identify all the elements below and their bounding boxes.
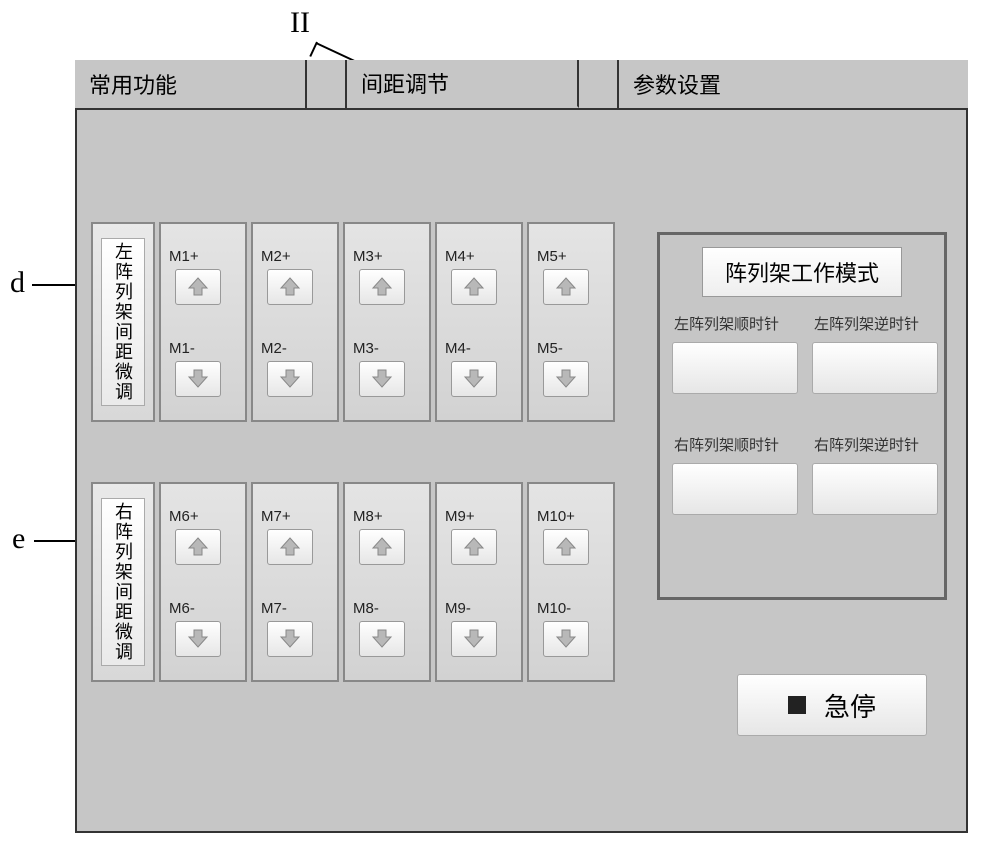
left-array-label: 左阵列架间距微调 [101,238,145,406]
left-motor-1-plus-label: M1+ [165,248,199,265]
right-motor-5-minus-label: M10- [533,600,571,617]
tab-common[interactable]: 常用功能 [75,60,307,108]
left-motor-1-minus-label: M1- [165,340,195,357]
right-motor-1-down-button[interactable] [175,621,221,657]
tab-spacer [579,60,619,108]
left-motor-1-up-button[interactable] [175,269,221,305]
main-panel: 常用功能 间距调节 参数设置 左阵列架间距微调 M1+M1-M2+M2-M3+M… [75,60,968,833]
right-motor-col-4: M9+ M9- [435,482,523,682]
right-motor-4-minus-label: M9- [441,600,471,617]
arrow-up-icon [555,275,577,298]
arrow-down-icon [555,627,577,650]
left-motor-4-down-button[interactable] [451,361,497,397]
annotation-two: II [290,6,310,40]
annotation-e: e [12,522,25,556]
left-motor-3-minus-label: M3- [349,340,379,357]
arrow-down-icon [279,367,301,390]
right-motor-2-minus-label: M7- [257,600,287,617]
arrow-up-icon [371,535,393,558]
arrow-down-icon [187,367,209,390]
left-motor-4-up-button[interactable] [451,269,497,305]
tab-params[interactable]: 参数设置 [619,60,968,108]
mode-left-cw-label: 左阵列架顺时针 [672,313,798,334]
arrow-down-icon [463,367,485,390]
left-motor-2-up-button[interactable] [267,269,313,305]
arrow-up-icon [371,275,393,298]
left-motor-5-minus-label: M5- [533,340,563,357]
left-motor-2-minus-label: M2- [257,340,287,357]
stop-icon [788,696,806,714]
left-motor-5-plus-label: M5+ [533,248,567,265]
right-motor-3-plus-label: M8+ [349,508,383,525]
right-motor-2-down-button[interactable] [267,621,313,657]
right-motor-col-2: M7+ M7- [251,482,339,682]
emergency-stop-button[interactable]: 急停 [737,674,927,736]
left-motor-2-plus-label: M2+ [257,248,291,265]
right-motor-col-5: M10+ M10- [527,482,615,682]
mode-right-ccw-button[interactable] [812,463,938,515]
arrow-down-icon [463,627,485,650]
mode-right-cw-button[interactable] [672,463,798,515]
tab-spacing[interactable]: 间距调节 [347,60,579,108]
emergency-stop-label: 急停 [824,687,876,724]
left-motor-4-minus-label: M4- [441,340,471,357]
right-motor-5-plus-label: M10+ [533,508,575,525]
right-motor-5-up-button[interactable] [543,529,589,565]
mode-left-cw-button[interactable] [672,342,798,394]
annotation-d: d [10,266,25,300]
mode-panel: 阵列架工作模式 左阵列架顺时针 左阵列架逆时针 右阵列架顺时针 右阵列架逆时针 [657,232,947,600]
right-motor-3-down-button[interactable] [359,621,405,657]
right-motor-1-plus-label: M6+ [165,508,199,525]
left-motor-1-down-button[interactable] [175,361,221,397]
mode-left-ccw-button[interactable] [812,342,938,394]
right-motor-5-down-button[interactable] [543,621,589,657]
arrow-up-icon [463,275,485,298]
right-motor-4-up-button[interactable] [451,529,497,565]
arrow-up-icon [187,275,209,298]
left-motor-col-4: M4+ M4- [435,222,523,422]
arrow-down-icon [371,367,393,390]
left-array-label-box: 左阵列架间距微调 [91,222,155,422]
right-motor-3-minus-label: M8- [349,600,379,617]
left-motor-3-down-button[interactable] [359,361,405,397]
left-motor-3-plus-label: M3+ [349,248,383,265]
arrow-down-icon [279,627,301,650]
right-motor-col-1: M6+ M6- [159,482,247,682]
arrow-up-icon [463,535,485,558]
right-motor-3-up-button[interactable] [359,529,405,565]
mode-right-cw-label: 右阵列架顺时针 [672,434,798,455]
right-motor-4-down-button[interactable] [451,621,497,657]
left-motor-5-down-button[interactable] [543,361,589,397]
right-motor-2-plus-label: M7+ [257,508,291,525]
arrow-up-icon [555,535,577,558]
right-array-section: 右阵列架间距微调 M6+M6-M7+M7-M8+M8-M9+M9-M10+M10… [91,482,621,682]
right-motor-1-minus-label: M6- [165,600,195,617]
arrow-down-icon [371,627,393,650]
left-motor-4-plus-label: M4+ [441,248,475,265]
right-array-label: 右阵列架间距微调 [101,498,145,666]
arrow-up-icon [187,535,209,558]
right-motor-1-up-button[interactable] [175,529,221,565]
right-array-label-box: 右阵列架间距微调 [91,482,155,682]
left-motor-3-up-button[interactable] [359,269,405,305]
left-array-section: 左阵列架间距微调 M1+ M1- M2+ M2- M3+ M3- M4+ M4- M5+ M5- [91,222,621,422]
left-motor-2-down-button[interactable] [267,361,313,397]
mode-left-ccw-label: 左阵列架逆时针 [812,313,938,334]
tab-spacer [307,60,347,108]
left-motor-5-up-button[interactable] [543,269,589,305]
right-motor-2-up-button[interactable] [267,529,313,565]
tab-bar: 常用功能 间距调节 参数设置 [75,60,968,110]
right-motor-4-plus-label: M9+ [441,508,475,525]
arrow-down-icon [187,627,209,650]
mode-right-ccw-label: 右阵列架逆时针 [812,434,938,455]
left-motor-col-3: M3+ M3- [343,222,431,422]
left-motor-col-1: M1+ M1- [159,222,247,422]
left-motor-col-5: M5+ M5- [527,222,615,422]
arrow-down-icon [555,367,577,390]
arrow-up-icon [279,535,301,558]
right-motor-col-3: M8+ M8- [343,482,431,682]
arrow-up-icon [279,275,301,298]
left-motor-col-2: M2+ M2- [251,222,339,422]
mode-panel-title: 阵列架工作模式 [702,247,902,297]
